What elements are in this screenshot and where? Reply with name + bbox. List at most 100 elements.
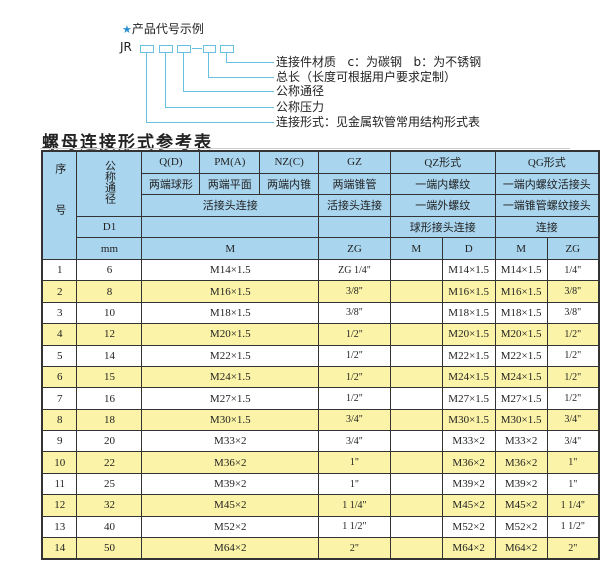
cell-d: 20: [76, 430, 143, 453]
cell-qz-d: M24×1.5: [441, 365, 496, 389]
header-serial: 序号: [41, 150, 78, 260]
cell-qz-m: [389, 430, 443, 453]
cell-qz-m: [389, 280, 443, 303]
cell-no: 4: [41, 323, 78, 346]
cell-m: M64×2: [141, 537, 320, 560]
cell-qz-m: [389, 408, 443, 432]
table-row: 12 32 M45×2 1 1/4" M45×2 M45×2 1 1/4": [41, 494, 600, 517]
header-m: M: [141, 237, 320, 260]
header-nominal-text: 公称通径: [103, 160, 116, 205]
star-icon: ★: [122, 23, 132, 36]
cell-zg: 1 1/4": [318, 494, 391, 517]
leader-line: [146, 122, 274, 123]
cell-qz-d: M16×1.5: [441, 280, 496, 303]
cell-qg-zg: 3/8": [546, 301, 600, 325]
cell-qg-zg: 1/2": [546, 365, 600, 389]
cell-zg: 2": [318, 537, 391, 560]
cell-qg-m: M20×1.5: [494, 323, 548, 346]
header-qz-m: M: [389, 237, 443, 260]
label-pressure: 公称压力: [276, 100, 325, 114]
code-slot-material: [220, 45, 234, 53]
cell-qg-zg: 1": [546, 472, 600, 496]
cell-no: 8: [41, 408, 78, 432]
header-r2: 一端内螺纹: [389, 172, 496, 196]
cell-m: M52×2: [141, 515, 320, 539]
cell-qg-zg: 1/2": [546, 387, 600, 410]
cell-qg-zg: 1 1/4": [546, 494, 600, 517]
cell-qz-m: [389, 344, 443, 367]
cell-no: 9: [41, 430, 78, 453]
header-qg-m: M: [494, 237, 548, 260]
header-r3: 活接头连接: [141, 194, 320, 217]
header-r3: 活接头连接: [318, 194, 391, 217]
header-r3: 一端锥管螺纹接头: [494, 194, 600, 217]
table-row: 1 6 M14×1.5 ZG 1/4" M14×1.5 M14×1.5 1/4": [41, 258, 600, 282]
cell-qg-zg: 1/2": [546, 323, 600, 346]
cell-no: 2: [41, 280, 78, 303]
cell-zg: 1": [318, 451, 391, 474]
cell-qg-m: M36×2: [494, 451, 548, 474]
cell-qz-d: M22×1.5: [441, 344, 496, 367]
cell-qz-m: [389, 494, 443, 517]
label-diameter: 公称通径: [276, 84, 325, 98]
cell-d: 40: [76, 515, 143, 539]
cell-qg-m: M39×2: [494, 472, 548, 496]
cell-d: 15: [76, 365, 143, 389]
cell-m: M14×1.5: [141, 258, 320, 282]
cell-qz-d: M18×1.5: [441, 301, 496, 325]
cell-qz-m: [389, 515, 443, 539]
cell-qg-m: M22×1.5: [494, 344, 548, 367]
header-r4: [318, 215, 391, 239]
label-connection: 连接形式：见金属软管常用结构形式表: [276, 115, 481, 129]
title-divider: [40, 148, 570, 149]
cell-no: 6: [41, 365, 78, 389]
cell-no: 14: [41, 537, 78, 560]
table-row: 2 8 M16×1.5 3/8" M16×1.5 M16×1.5 3/8": [41, 280, 600, 303]
cell-zg: 1/2": [318, 323, 391, 346]
cell-qz-m: [389, 323, 443, 346]
leader-line: [226, 62, 274, 63]
leader-line: [183, 52, 184, 91]
cell-m: M22×1.5: [141, 344, 320, 367]
header-serial-text: 序号: [53, 162, 66, 245]
cell-qg-zg: 3/4": [546, 430, 600, 453]
cell-no: 1: [41, 258, 78, 282]
cell-zg: 3/8": [318, 280, 391, 303]
cell-qz-m: [389, 258, 443, 282]
table-row: 13 40 M52×2 1 1/2" M52×2 M52×2 1 1/2": [41, 515, 600, 539]
cell-m: M20×1.5: [141, 323, 320, 346]
table-row: 4 12 M20×1.5 1/2" M20×1.5 M20×1.5 1/2": [41, 323, 600, 346]
cell-m: M30×1.5: [141, 408, 320, 432]
cell-zg: 1": [318, 472, 391, 496]
table-row: 10 22 M36×2 1" M36×2 M36×2 1": [41, 451, 600, 474]
cell-qg-zg: 1 1/2": [546, 515, 600, 539]
label-material: 连接件材质 c：为碳钢 b：为不锈钢: [276, 55, 482, 69]
code-dash: [192, 48, 202, 49]
cell-qg-zg: 1": [546, 451, 600, 474]
header-nz: NZ(C): [259, 150, 320, 174]
cell-qg-m: M27×1.5: [494, 387, 548, 410]
header-qg: QG形式: [494, 150, 600, 174]
header-gz: GZ: [318, 150, 391, 174]
cell-qz-m: [389, 537, 443, 560]
cell-no: 3: [41, 301, 78, 325]
cell-qg-m: M33×2: [494, 430, 548, 453]
table-row: 8 18 M30×1.5 3/4" M30×1.5 M30×1.5 3/4": [41, 408, 600, 432]
cell-d: 25: [76, 472, 143, 496]
cell-d: 50: [76, 537, 143, 560]
cell-qz-m: [389, 387, 443, 410]
cell-m: M24×1.5: [141, 365, 320, 389]
header-qg-zg: ZG: [546, 237, 600, 260]
cell-no: 12: [41, 494, 78, 517]
leader-line: [208, 52, 209, 77]
code-slot-length: [203, 45, 216, 53]
label-length: 总长（长度可根据用户要求定制）: [276, 70, 457, 84]
leader-line: [208, 77, 274, 78]
header-r2: 两端球形: [141, 172, 201, 196]
table-row: 7 16 M27×1.5 1/2" M27×1.5 M27×1.5 1/2": [41, 387, 600, 410]
cell-qg-m: M14×1.5: [494, 258, 548, 282]
header-r4: [141, 215, 320, 239]
cell-qg-m: M24×1.5: [494, 365, 548, 389]
cell-qz-d: M52×2: [441, 515, 496, 539]
header-nominal: 公称通径: [76, 150, 143, 217]
